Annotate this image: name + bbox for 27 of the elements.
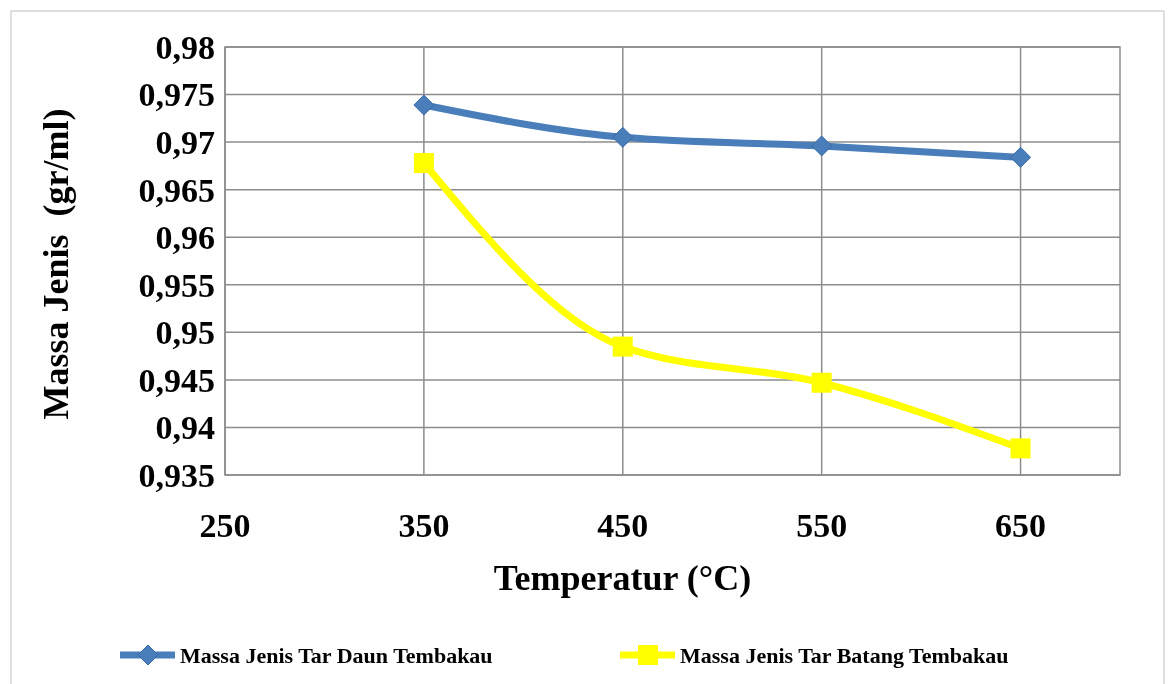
point	[1010, 146, 1032, 168]
x-axis-title: Temperatur (°C)	[493, 558, 752, 598]
y-tick-label: 0,955	[138, 266, 215, 304]
x-tick-label: 550	[796, 507, 848, 544]
legend-label: Massa Jenis Tar Daun Tembakau	[180, 642, 493, 668]
point	[1010, 438, 1031, 459]
y-tick-label: 0,945	[138, 361, 215, 399]
y-tick-label: 0,97	[155, 124, 215, 162]
point	[811, 135, 833, 157]
x-tick-label: 250	[199, 507, 251, 544]
y-tick-label: 0,95	[155, 314, 215, 352]
point	[413, 153, 434, 174]
y-tick-label: 0,94	[155, 409, 215, 447]
x-tick-label: 350	[398, 507, 450, 544]
point	[413, 94, 435, 116]
y-tick-label: 0,98	[155, 28, 215, 66]
y-axis-title: Massa Jenis (gr/ml)	[36, 108, 76, 420]
point	[612, 126, 634, 148]
legend-label: Massa Jenis Tar Batang Tembakau	[680, 642, 1009, 668]
point	[612, 336, 633, 357]
point	[811, 372, 832, 393]
x-tick-label: 650	[995, 507, 1047, 544]
y-tick-label: 0,965	[138, 171, 215, 209]
y-tick-label: 0,975	[138, 76, 215, 114]
y-tick-label: 0,96	[155, 219, 215, 257]
y-tick-label: 0,935	[138, 456, 215, 494]
x-tick-label: 450	[597, 507, 649, 544]
